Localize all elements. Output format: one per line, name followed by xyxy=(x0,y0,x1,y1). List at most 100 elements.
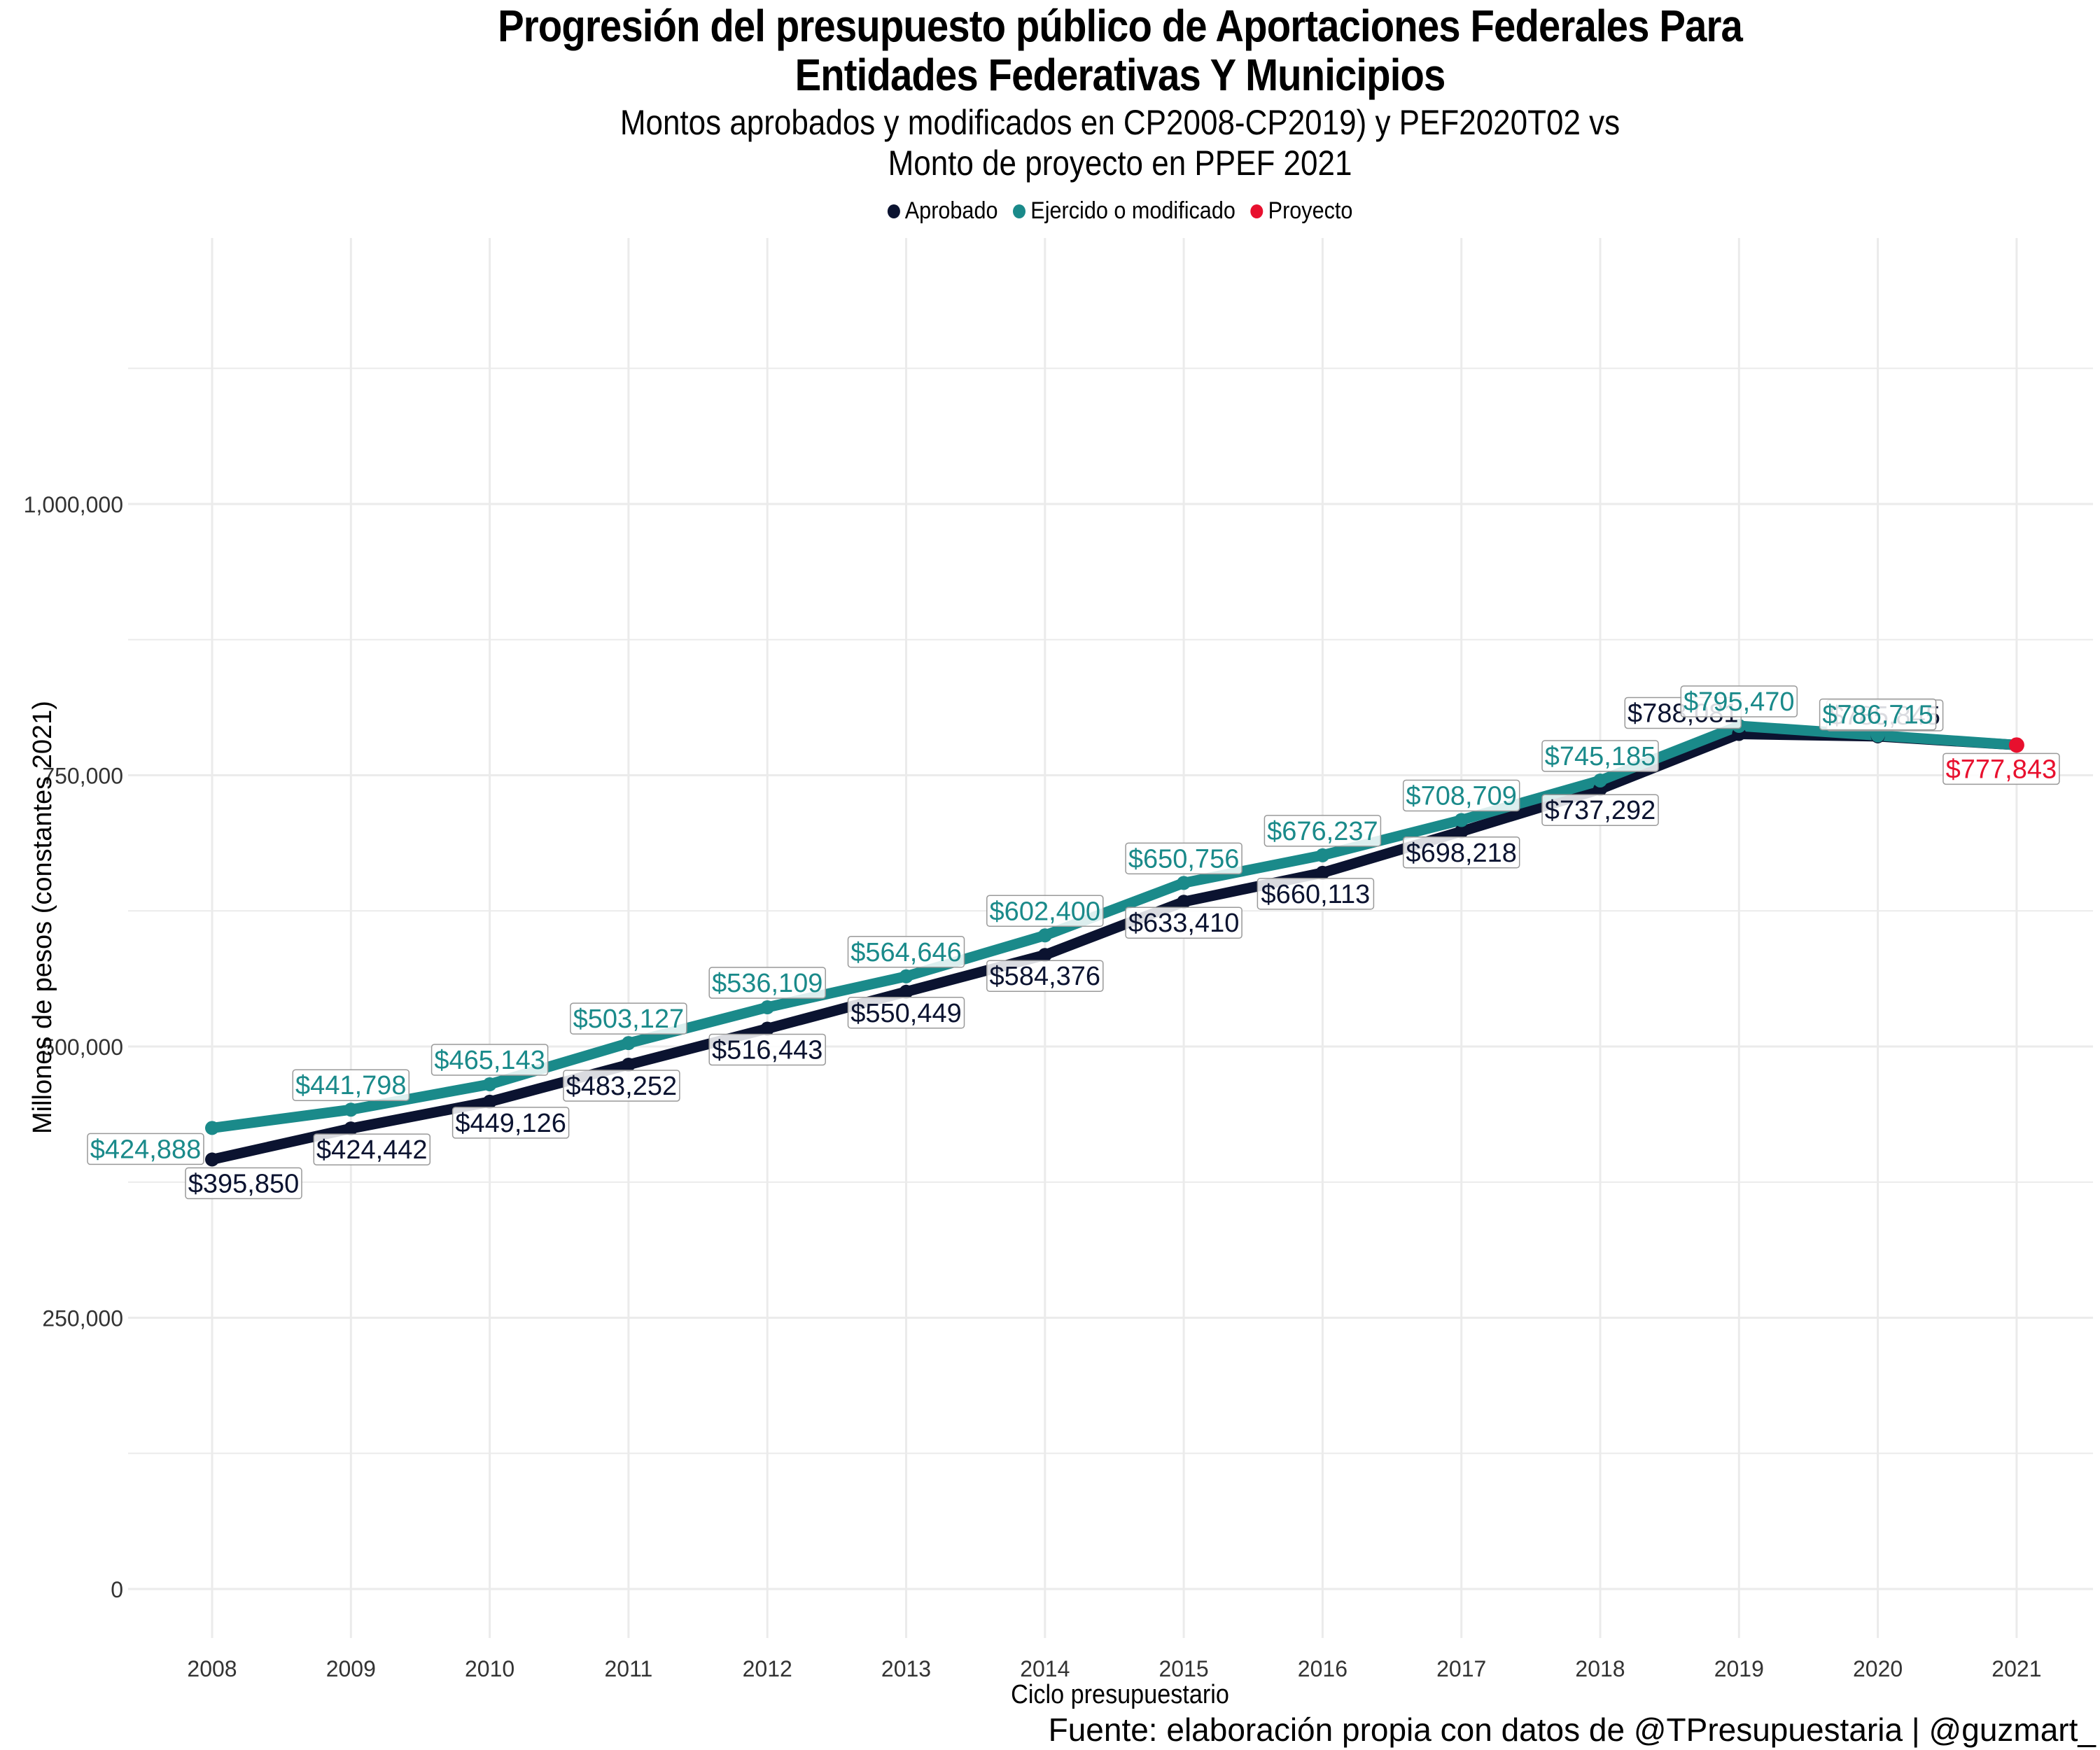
data-label-aprobado-box xyxy=(451,1107,570,1139)
data-label-proyecto-box xyxy=(1942,752,2060,785)
data-label-modificado-box xyxy=(570,1002,687,1035)
x-tick-label: 2016 xyxy=(1298,1656,1348,1681)
y-tick-label: 500,000 xyxy=(42,1035,123,1060)
legend-dot-proyecto xyxy=(1250,204,1264,218)
data-label-modificado: $536,109 xyxy=(712,969,823,998)
x-tick-label: 2018 xyxy=(1575,1656,1625,1681)
data-label-modificado: $441,798 xyxy=(295,1071,407,1100)
point-modificado xyxy=(1454,813,1469,827)
legend-label-proyecto: Proyecto xyxy=(1268,197,1353,224)
y-tick-label: 250,000 xyxy=(42,1306,123,1331)
x-tick-label: 2009 xyxy=(326,1656,376,1681)
point-aprobado xyxy=(1037,948,1052,962)
point-aprobado xyxy=(1315,865,1330,880)
data-label-aprobado: $424,442 xyxy=(316,1135,428,1165)
x-tick-label: 2021 xyxy=(1991,1656,2041,1681)
legend-item-proyecto: Proyecto xyxy=(1250,197,1352,225)
data-label-modificado-box xyxy=(847,936,965,968)
data-label-aprobado: $395,850 xyxy=(188,1169,300,1198)
data-label-aprobado: $483,252 xyxy=(566,1072,678,1101)
data-label-aprobado: $516,443 xyxy=(712,1036,823,1065)
chart-title-line2: Entidades Federativas Y Municipios xyxy=(794,50,1446,100)
point-modificado xyxy=(205,1121,219,1135)
data-label-aprobado: $633,410 xyxy=(1128,909,1240,938)
series-line-aprobado xyxy=(206,729,2022,1165)
data-label-aprobado-box xyxy=(563,1070,680,1102)
point-aprobado xyxy=(482,1094,497,1109)
chart-title-line1: Progresión del presupuesto público de Ap… xyxy=(498,1,1743,51)
y-tick-label: 1,000,000 xyxy=(24,492,123,517)
data-label-modificado-box xyxy=(1541,740,1659,772)
point-modificado xyxy=(1177,876,1191,890)
point-aprobado xyxy=(899,984,913,999)
data-label-modificado-box xyxy=(1680,685,1798,718)
x-tick-label: 2008 xyxy=(187,1656,237,1681)
data-label-modificado: $424,888 xyxy=(90,1135,202,1164)
chart-subtitle-line1: Montos aprobados y modificados en CP2008… xyxy=(620,103,1620,142)
data-label-aprobado-box xyxy=(1541,794,1659,826)
data-label-modificado-box xyxy=(292,1069,410,1101)
point-aprobado xyxy=(205,1152,219,1167)
data-label-aprobado-box xyxy=(847,997,965,1029)
data-label-aprobado: $550,449 xyxy=(850,999,962,1028)
data-label-modificado: $650,756 xyxy=(1128,844,1240,874)
point-aprobado xyxy=(760,1021,775,1036)
data-label-modificado: $676,237 xyxy=(1267,817,1378,846)
data-label-aprobado: $584,376 xyxy=(990,962,1101,991)
legend-dot-aprobado xyxy=(887,204,900,218)
x-tick-label: 2012 xyxy=(743,1656,792,1681)
point-proyecto xyxy=(2008,737,2024,753)
data-label-aprobado-box xyxy=(986,960,1104,992)
chart-legend: Aprobado Ejercido o modificado Proyecto xyxy=(112,197,2100,225)
legend-item-aprobado: Aprobado xyxy=(887,197,998,225)
y-axis-label: Millones de pesos (constantes 2021) xyxy=(28,701,57,1134)
data-label-modificado: $708,709 xyxy=(1406,782,1517,811)
data-label-aprobado: $449,126 xyxy=(455,1109,566,1138)
data-label-modificado: $503,127 xyxy=(573,1004,685,1034)
point-modificado xyxy=(899,969,913,983)
data-label-aprobado: $737,292 xyxy=(1545,796,1656,825)
y-tick-label: 750,000 xyxy=(42,764,123,789)
point-aprobado xyxy=(344,1121,358,1136)
x-tick-label: 2010 xyxy=(465,1656,514,1681)
x-tick-label: 2013 xyxy=(881,1656,931,1681)
point-modificado xyxy=(1870,728,1885,743)
data-label-modificado-box xyxy=(87,1133,204,1166)
data-label-modificado: $795,470 xyxy=(1684,687,1795,717)
data-label-proyecto: $777,843 xyxy=(1946,755,2057,784)
data-label-modificado-box xyxy=(1819,698,1937,731)
point-aprobado xyxy=(1454,824,1469,839)
data-label-modificado-box xyxy=(430,1044,549,1076)
data-label-modificado: $564,646 xyxy=(850,938,962,967)
x-tick-label: 2019 xyxy=(1714,1656,1764,1681)
chart-subtitle-line2: Monto de proyecto en PPEF 2021 xyxy=(888,144,1352,183)
x-axis-label: Ciclo presupuestario xyxy=(1011,1680,1229,1709)
data-label-aprobado-box xyxy=(708,1033,826,1066)
x-tick-label: 2014 xyxy=(1020,1656,1070,1681)
data-label-modificado-box xyxy=(1125,842,1242,875)
point-modificado xyxy=(760,1000,775,1015)
series-line-modificado xyxy=(206,720,2022,1133)
point-modificado xyxy=(621,1036,636,1051)
point-aprobado xyxy=(621,1057,636,1072)
data-label-modificado: $465,143 xyxy=(434,1046,545,1075)
data-label-aprobado: $698,218 xyxy=(1406,839,1517,868)
data-label-aprobado: $660,113 xyxy=(1261,880,1371,909)
data-label-aprobado-box xyxy=(1125,906,1242,939)
x-tick-label: 2017 xyxy=(1436,1656,1486,1681)
legend-label-aprobado: Aprobado xyxy=(904,197,998,224)
data-label-modificado-box xyxy=(986,895,1104,927)
data-label-modificado: $602,400 xyxy=(990,897,1101,926)
legend-label-modificado: Ejercido o modificado xyxy=(1030,197,1236,224)
point-aprobado xyxy=(1177,895,1191,909)
point-modificado xyxy=(344,1102,358,1117)
y-tick-label: 0 xyxy=(111,1577,123,1602)
data-label-modificado-box xyxy=(1264,815,1382,847)
data-label-modificado-box xyxy=(1402,779,1520,812)
x-tick-label: 2015 xyxy=(1159,1656,1209,1681)
point-modificado xyxy=(482,1077,497,1092)
data-label-aprobado-box xyxy=(313,1133,431,1166)
data-label-aprobado-box xyxy=(1402,836,1520,869)
data-label-modificado-box xyxy=(708,967,826,999)
